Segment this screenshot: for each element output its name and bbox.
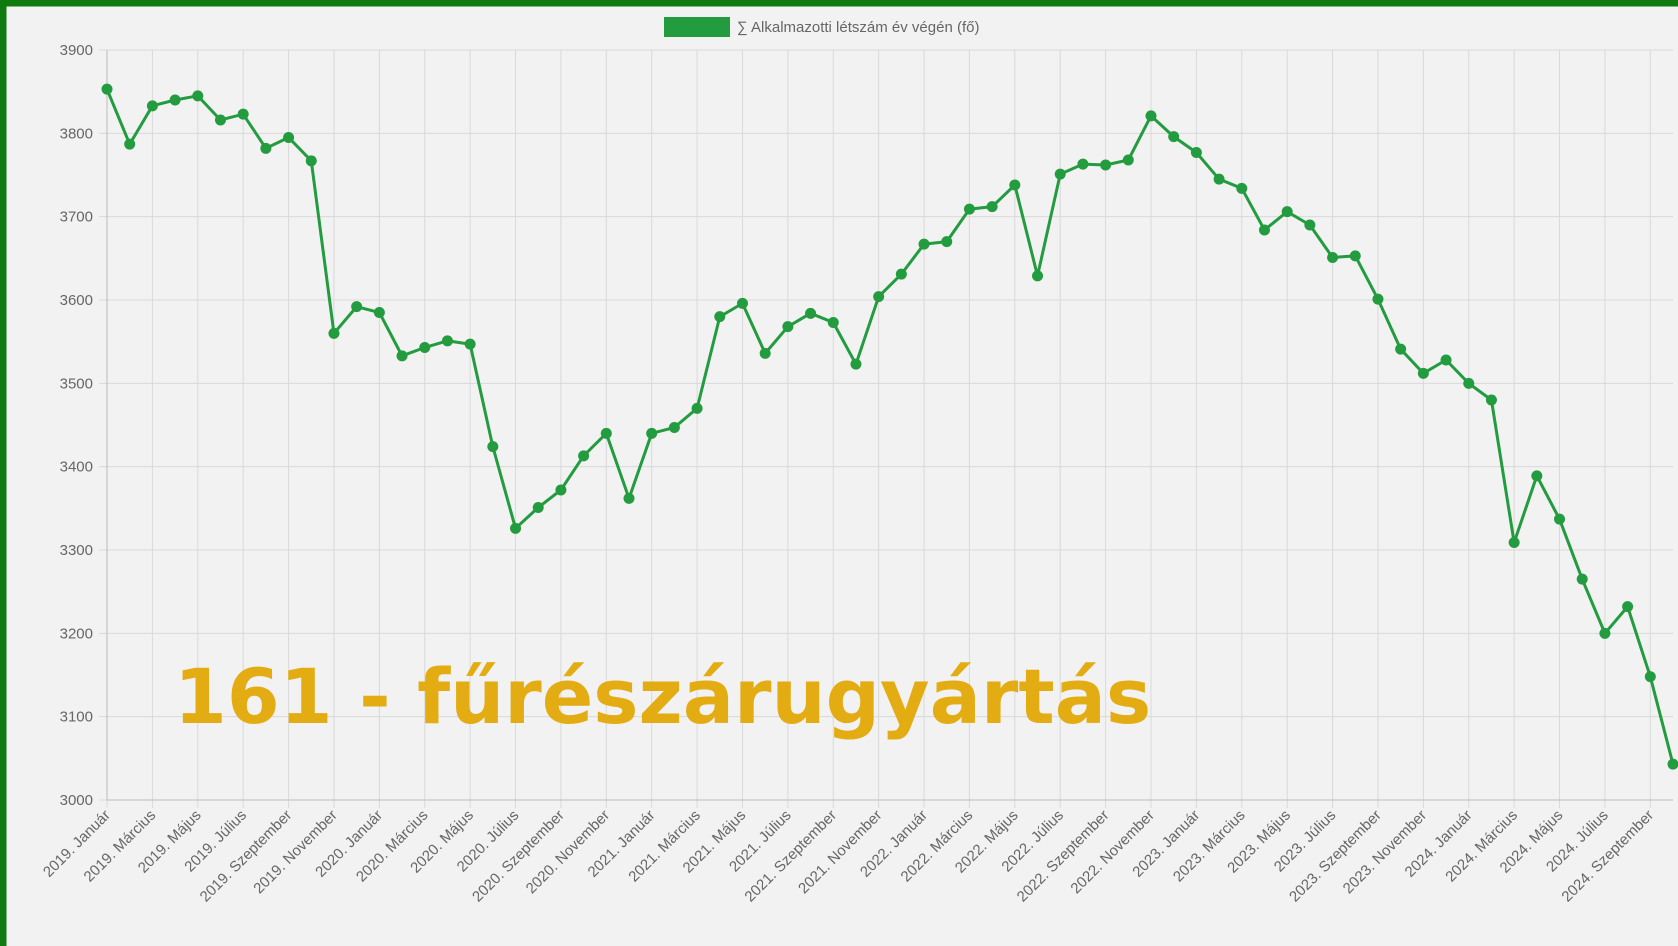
point — [260, 142, 272, 154]
legend-swatch — [664, 17, 730, 37]
point — [1100, 159, 1112, 171]
point — [1190, 147, 1202, 158]
point — [1145, 110, 1157, 122]
point — [1032, 270, 1044, 282]
point — [1236, 182, 1248, 194]
point — [351, 301, 363, 313]
y-tick-label: 3600 — [60, 292, 93, 309]
point — [623, 492, 635, 504]
point — [487, 441, 499, 453]
point — [1508, 537, 1520, 548]
point — [464, 338, 476, 350]
point — [1213, 173, 1225, 185]
point — [328, 327, 340, 339]
point — [963, 203, 975, 215]
point — [283, 132, 295, 143]
point — [805, 307, 817, 319]
point — [192, 90, 204, 102]
y-tick-label: 3200 — [60, 625, 93, 642]
y-tick-label: 3100 — [60, 709, 93, 726]
point — [1667, 758, 1678, 770]
point — [1009, 179, 1021, 191]
point — [169, 94, 181, 106]
point — [532, 502, 544, 513]
point — [1417, 367, 1429, 379]
y-tick-label: 3800 — [60, 125, 93, 142]
point — [850, 358, 862, 370]
point — [419, 342, 431, 353]
point — [1077, 158, 1089, 170]
point — [759, 347, 771, 359]
point — [237, 108, 249, 120]
point — [918, 238, 930, 250]
point — [1576, 573, 1588, 585]
point — [941, 236, 953, 248]
point — [510, 522, 522, 534]
point — [1372, 293, 1384, 305]
y-tick-label: 3400 — [60, 459, 93, 476]
point — [873, 291, 885, 303]
point — [1168, 131, 1180, 143]
y-tick-label: 3300 — [60, 542, 93, 559]
point — [1395, 343, 1407, 355]
point — [1554, 513, 1566, 525]
point — [691, 402, 703, 414]
point — [827, 317, 839, 328]
y-tick-label: 3900 — [60, 42, 93, 59]
point — [146, 100, 158, 112]
point — [1463, 377, 1475, 389]
point — [1485, 394, 1497, 406]
point — [1054, 168, 1066, 180]
point — [373, 307, 385, 318]
point — [1622, 601, 1634, 613]
point — [101, 83, 113, 95]
y-tick-label: 3700 — [60, 209, 93, 226]
point — [1327, 252, 1339, 263]
point — [736, 297, 748, 309]
point — [305, 155, 317, 167]
point — [214, 114, 226, 126]
point — [986, 201, 998, 213]
point — [600, 427, 612, 439]
annotation: 161 - fűrészárugyártás — [174, 652, 1151, 741]
point — [396, 350, 408, 362]
legend-label: ∑ Alkalmazotti létszám év végén (fő) — [737, 19, 979, 36]
point — [1440, 354, 1452, 366]
point — [1122, 154, 1134, 166]
point — [668, 422, 680, 433]
point — [578, 450, 590, 462]
point — [1599, 627, 1611, 639]
point — [1644, 671, 1656, 683]
point — [895, 268, 907, 280]
point — [555, 484, 567, 496]
point — [441, 335, 453, 347]
point — [1531, 470, 1543, 482]
point — [1349, 250, 1361, 262]
point — [124, 138, 136, 150]
point — [782, 321, 794, 333]
point — [1258, 224, 1270, 236]
point — [714, 311, 726, 323]
point — [646, 427, 658, 439]
y-tick-label: 3500 — [60, 375, 93, 392]
point — [1304, 219, 1316, 231]
point — [1281, 206, 1293, 218]
line — [105, 88, 1675, 765]
y-tick-label: 3000 — [60, 792, 93, 809]
